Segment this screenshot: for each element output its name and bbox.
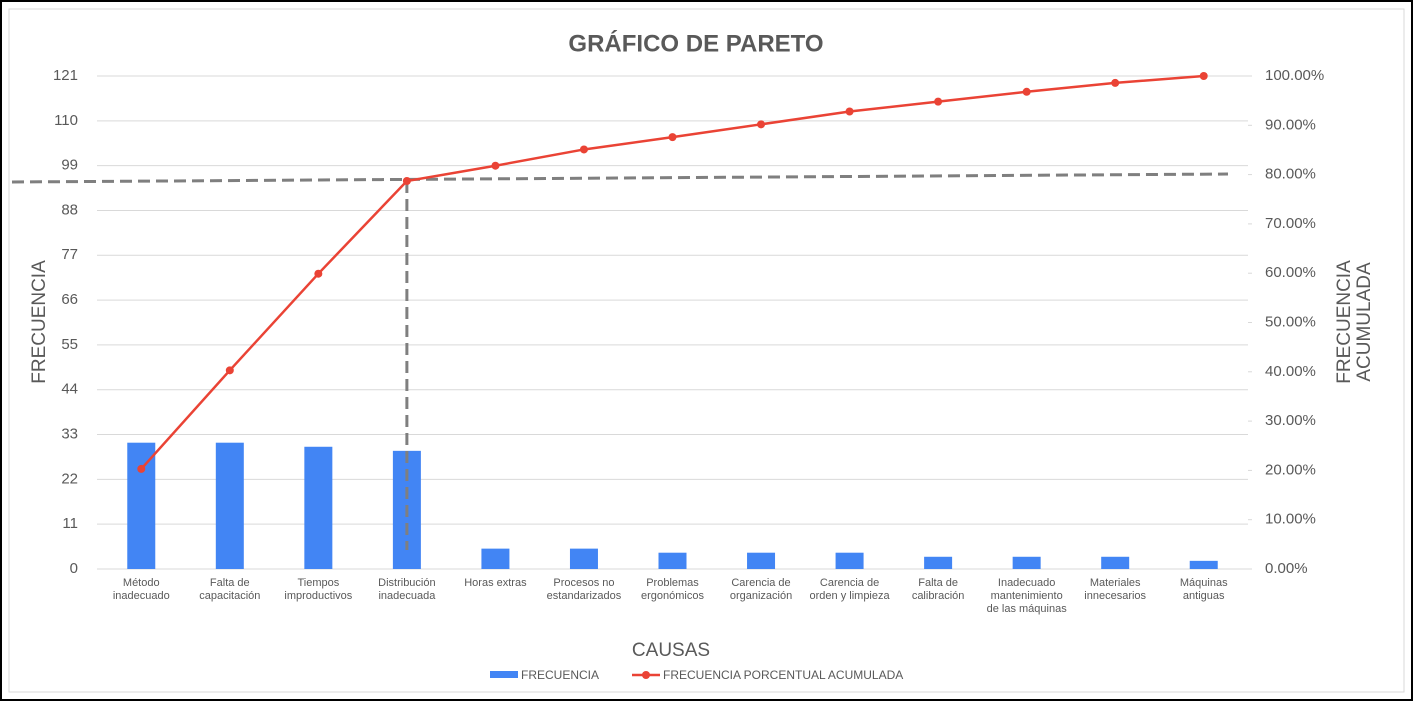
y2-tick-label: 50.00% <box>1265 313 1316 330</box>
legend-label: FRECUENCIA <box>521 668 599 682</box>
bar <box>835 552 864 569</box>
reference-line <box>11 172 1229 184</box>
line-point <box>137 464 146 473</box>
y2-tick-label: 0.00% <box>1265 560 1308 577</box>
y-axis-title: FRECUENCIA <box>29 260 50 384</box>
line-point <box>1111 78 1120 87</box>
chart-border <box>8 8 1405 693</box>
x-tick-label: Distribución inadecuada <box>378 577 436 602</box>
line-point <box>934 97 943 106</box>
y2-tick-label: 20.00% <box>1265 461 1316 478</box>
x-tick-label: Carencia de organización <box>730 577 792 602</box>
y-tick-label: 66 <box>61 291 78 308</box>
bar <box>481 548 510 569</box>
y-tick-label: 99 <box>61 157 78 174</box>
y2-axis-title: FRECUENCIAACUMULADA <box>1334 260 1375 384</box>
legend-swatch <box>490 671 518 678</box>
bar <box>1012 556 1041 569</box>
y-tick-label: 77 <box>61 246 78 263</box>
line-point <box>845 107 854 116</box>
y-tick-label: 22 <box>61 470 78 487</box>
chart-title: GRÁFICO DE PARETO <box>568 29 823 57</box>
line-point <box>668 133 677 142</box>
line-point <box>314 269 323 278</box>
bar <box>1101 556 1130 569</box>
y-tick-label: 0 <box>70 560 78 577</box>
legend-swatch <box>642 671 650 679</box>
y2-tick-label: 90.00% <box>1265 116 1316 133</box>
legend-label: FRECUENCIA PORCENTUAL ACUMULADA <box>663 668 903 682</box>
bar <box>1189 560 1218 569</box>
y-tick-label: 121 <box>53 67 78 84</box>
line-point <box>491 161 500 170</box>
x-tick-label: Falta de capacitación <box>199 577 260 602</box>
y-tick-label: 33 <box>61 426 78 443</box>
bar <box>304 446 333 569</box>
bar <box>747 552 776 569</box>
y2-tick-label: 70.00% <box>1265 215 1316 232</box>
y-tick-label: 110 <box>54 112 78 129</box>
x-tick-label: Falta de calibración <box>912 577 965 602</box>
x-tick-label: Tiempos improductivos <box>284 577 352 602</box>
x-tick-label: Método inadecuado <box>113 577 170 602</box>
y2-tick-label: 60.00% <box>1265 264 1316 281</box>
x-tick-label: Horas extras <box>464 577 527 589</box>
bar <box>127 442 156 569</box>
line-point <box>1022 87 1031 96</box>
bar <box>924 556 953 569</box>
x-tick-label: Procesos no estandarizados <box>547 577 622 602</box>
y2-tick-label: 30.00% <box>1265 412 1316 429</box>
x-tick-label: Problemas ergonómicos <box>641 577 704 602</box>
x-axis-title: CAUSAS <box>632 640 710 661</box>
line-point <box>757 120 766 129</box>
x-tick-label: Materiales innecesarios <box>1084 577 1146 602</box>
x-tick-label: Máquinas antiguas <box>1180 577 1228 602</box>
y2-tick-label: 80.00% <box>1265 166 1316 183</box>
line-point <box>402 177 411 186</box>
x-tick-label: Inadecuado mantenimiento de las máquinas <box>987 577 1068 615</box>
x-tick-label: Carencia de orden y limpieza <box>810 577 891 602</box>
line-point <box>1199 72 1208 80</box>
y2-tick-label: 10.00% <box>1265 511 1316 528</box>
y-tick-label: 11 <box>62 515 78 532</box>
line-point <box>579 145 588 154</box>
bar <box>658 552 687 569</box>
y-tick-label: 88 <box>61 201 78 218</box>
y-tick-label: 44 <box>61 381 78 398</box>
bar <box>215 442 244 569</box>
y-tick-label: 55 <box>61 336 78 353</box>
line-point <box>225 366 234 375</box>
y2-tick-label: 100.00% <box>1265 67 1324 84</box>
y2-tick-label: 40.00% <box>1265 363 1316 380</box>
bar <box>569 548 598 569</box>
